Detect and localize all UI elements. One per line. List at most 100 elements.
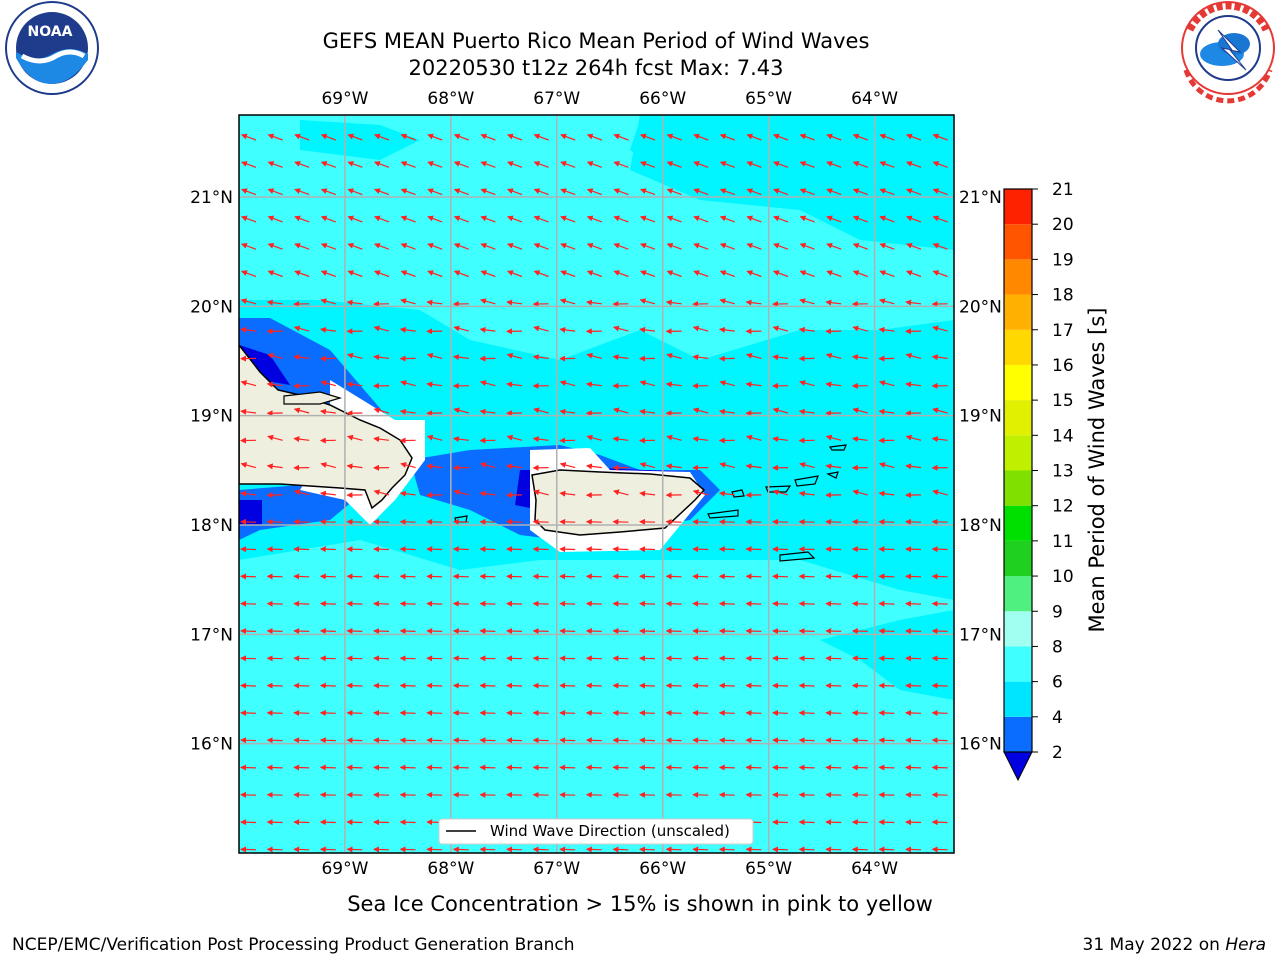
wind-vector: [400, 161, 416, 168]
wind-vector: [266, 764, 283, 771]
colorbar-segment: [1004, 435, 1032, 471]
wind-vector: [665, 791, 682, 798]
wind-vector: [453, 242, 470, 250]
wind-vector: [799, 133, 815, 141]
wind-vector: [665, 682, 682, 689]
wind-vector: [692, 764, 709, 771]
wind-vector: [931, 354, 948, 361]
wind-vector: [772, 764, 789, 771]
colorbar-segment: [1004, 716, 1032, 752]
wind-vector: [932, 161, 948, 168]
wind-vector: [931, 600, 948, 607]
wind-vector: [878, 490, 895, 497]
wind-vector: [798, 819, 815, 826]
wind-vector: [452, 791, 469, 798]
colorbar-tick-label: 6: [1052, 673, 1063, 693]
wind-vector: [852, 270, 869, 278]
wind-vector: [319, 573, 336, 580]
wind-vector: [718, 326, 735, 333]
wind-vector: [532, 354, 549, 361]
wind-vector: [772, 600, 789, 607]
wind-vector: [639, 546, 656, 553]
wind-vector: [480, 215, 496, 223]
wind-vector: [825, 682, 842, 689]
wind-vector: [905, 242, 922, 250]
wind-vector: [427, 188, 443, 196]
wind-vector: [399, 819, 416, 826]
wind-vector: [772, 242, 789, 250]
lon-tick-label: 66°W: [639, 89, 686, 109]
wind-vector: [772, 846, 789, 853]
wind-vector: [746, 215, 762, 223]
wind-vector: [718, 655, 735, 662]
wind-vector: [399, 764, 416, 771]
wind-vector: [852, 215, 869, 223]
wind-vector: [426, 655, 443, 662]
wind-vector: [639, 846, 656, 853]
wind-vector: [665, 546, 682, 553]
wind-vector: [585, 573, 602, 580]
wind-vector: [559, 408, 576, 415]
wind-vector: [612, 791, 629, 798]
wind-vector: [319, 709, 336, 716]
wind-vector: [878, 764, 895, 771]
wind-vector: [745, 737, 762, 744]
wind-vector: [266, 518, 283, 525]
wind-vector: [693, 188, 709, 196]
wind-vector: [692, 791, 709, 798]
wind-vector: [851, 846, 868, 853]
wind-vector: [506, 846, 523, 853]
wind-vector: [585, 628, 602, 635]
wind-vector: [400, 242, 416, 250]
wind-vector: [452, 655, 469, 662]
wind-vector: [825, 299, 842, 306]
wind-vector: [586, 434, 602, 441]
wind-vector: [612, 709, 629, 716]
wind-vector: [772, 436, 789, 443]
wind-vector: [719, 242, 736, 250]
wind-vector: [559, 573, 576, 580]
wind-vector: [426, 628, 443, 635]
wind-vector: [639, 380, 656, 387]
wind-vector: [639, 518, 656, 525]
wind-vector: [266, 819, 283, 826]
wind-vector: [692, 489, 709, 496]
wind-vector: [639, 408, 656, 415]
wind-vector: [772, 573, 789, 580]
wind-vector: [479, 518, 496, 525]
wind-vector: [240, 600, 257, 607]
wind-vector: [905, 709, 922, 716]
wind-vector: [293, 325, 310, 332]
wind-vector: [851, 764, 868, 771]
wind-vector: [560, 270, 576, 278]
wind-vector: [373, 764, 390, 771]
wind-vector: [612, 407, 629, 414]
wind-vector: [347, 242, 363, 250]
wind-vector: [639, 242, 656, 250]
colorbar-segment: [1004, 505, 1032, 541]
wind-vector: [266, 737, 283, 744]
wind-vector: [905, 215, 922, 223]
wind-vector: [532, 546, 549, 553]
wind-vector: [612, 436, 629, 443]
wind-vector: [479, 628, 496, 635]
wind-vector: [798, 573, 815, 580]
lon-tick-label: 65°W: [745, 89, 792, 109]
wind-vector: [453, 270, 470, 278]
wind-vector: [585, 791, 602, 798]
wind-vector: [346, 682, 363, 689]
wind-vector: [932, 133, 948, 141]
wind-vector: [399, 655, 416, 662]
wind-vector: [506, 133, 523, 141]
wind-vector: [293, 737, 310, 744]
axis-tick-labels: 69°W 69°W 68°W 68°W 67°W 67°W 66°W 66°W 65°W 65°W…: [190, 89, 1002, 879]
wind-vector: [532, 600, 549, 607]
wind-vector: [666, 352, 682, 359]
wind-vector: [373, 546, 390, 553]
wind-vector: [905, 299, 922, 306]
wind-vector: [799, 188, 815, 196]
wind-vector: [665, 381, 682, 388]
wind-vector: [293, 819, 310, 826]
wind-vector: [799, 380, 815, 387]
wind-vector: [931, 682, 948, 689]
